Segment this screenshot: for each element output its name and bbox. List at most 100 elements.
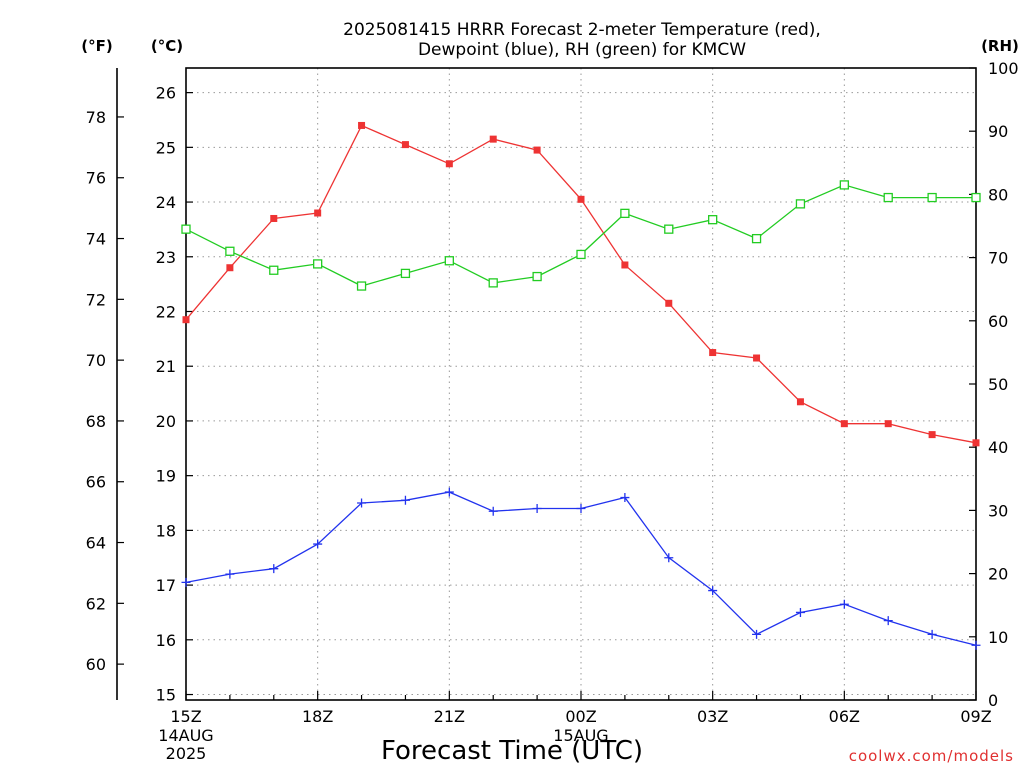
rh-point — [708, 215, 718, 225]
temperature-point — [928, 431, 936, 439]
rh-point — [664, 224, 674, 234]
dewpoint-point — [444, 487, 454, 497]
celsius-tick-label: 17 — [156, 576, 176, 595]
temperature-point — [270, 214, 278, 222]
temperature-point — [577, 195, 585, 203]
temperature-point — [314, 209, 322, 217]
dewpoint-point — [795, 607, 805, 617]
dewpoint-point — [488, 506, 498, 516]
fahrenheit-tick-label: 78 — [86, 108, 106, 127]
x-tick-label: 00Z — [565, 707, 596, 726]
temperature-point — [533, 146, 541, 154]
rh-point — [576, 249, 586, 260]
rh-unit-label: (RH) — [981, 37, 1019, 55]
fahrenheit-tick-label: 76 — [86, 169, 106, 188]
fahrenheit-tick-label: 74 — [86, 230, 106, 249]
celsius-tick-label: 22 — [156, 302, 176, 321]
dewpoint-point — [532, 503, 542, 513]
fahrenheit-tick-label: 64 — [86, 534, 106, 553]
celsius-tick-label: 16 — [156, 631, 176, 650]
dewpoint-point — [839, 599, 849, 609]
dewpoint-point — [225, 569, 235, 579]
credit-text: coolwx.com/models — [849, 747, 1014, 765]
temperature-point — [972, 439, 980, 447]
x-tick-label: 09Z — [960, 707, 991, 726]
rh-tick-label: 60 — [988, 312, 1008, 331]
rh-point — [839, 180, 849, 190]
rh-point — [927, 192, 937, 203]
rh-point — [225, 246, 235, 256]
dewpoint-point — [269, 564, 279, 574]
temperature-point — [840, 420, 848, 428]
rh-tick-label: 100 — [988, 59, 1019, 78]
rh-tick-label: 0 — [988, 691, 998, 710]
x-axis-label: Forecast Time (UTC) — [381, 736, 643, 766]
rh-point — [269, 265, 279, 275]
fahrenheit-tick-label: 72 — [86, 290, 106, 309]
celsius-tick-label: 15 — [156, 686, 176, 705]
celsius-tick-label: 26 — [156, 84, 176, 103]
temperature-point — [753, 354, 761, 362]
axes: 15 16 17 18 19 20 21 22 23 24 25 26 60 62 64 66 68 70 72 74… — [86, 59, 1019, 710]
dewpoint-point — [664, 553, 674, 563]
temperature-point — [796, 398, 804, 406]
x-tick-label: 15Z — [170, 707, 201, 726]
temperature-point — [709, 349, 717, 357]
rh-point — [620, 208, 630, 219]
x-tick-label: 03Z — [697, 707, 728, 726]
chart-title-line2: Dewpoint (blue), RH (green) for KMCW — [418, 40, 746, 60]
x-tick-date-label: 2025 — [166, 744, 207, 763]
rh-tick-label: 70 — [988, 249, 1008, 268]
fahrenheit-unit-label: (°F) — [81, 37, 112, 55]
temperature-point — [358, 121, 366, 129]
celsius-tick-label: 19 — [156, 467, 176, 486]
celsius-unit-label: (°C) — [151, 37, 183, 55]
celsius-tick-label: 21 — [156, 357, 176, 376]
dewpoint-point — [576, 503, 586, 513]
dewpoint-point — [313, 539, 323, 549]
rh-point — [883, 192, 893, 203]
fahrenheit-tick-label: 66 — [86, 473, 106, 492]
temperature-point — [884, 420, 892, 428]
rh-point — [532, 271, 542, 282]
data-series — [181, 121, 981, 650]
fahrenheit-tick-label: 70 — [86, 351, 106, 370]
rh-tick-label: 40 — [988, 438, 1008, 457]
rh-point — [751, 233, 762, 244]
dewpoint-point — [971, 640, 981, 650]
celsius-tick-label: 20 — [156, 412, 176, 431]
rh-tick-label: 50 — [988, 375, 1008, 394]
dewpoint-point — [620, 493, 630, 503]
temperature-point — [182, 316, 190, 324]
celsius-tick-label: 24 — [156, 193, 176, 212]
temperature-point — [665, 299, 673, 307]
temperature-point — [489, 135, 497, 143]
x-tick-label: 06Z — [829, 707, 860, 726]
dewpoint-point — [752, 629, 762, 639]
celsius-tick-label: 23 — [156, 248, 176, 267]
rh-point — [444, 256, 454, 266]
celsius-tick-label: 18 — [156, 521, 176, 540]
rh-tick-label: 30 — [988, 501, 1008, 520]
dewpoint-point — [181, 577, 191, 587]
rh-point — [400, 268, 411, 279]
fahrenheit-tick-label: 62 — [86, 594, 106, 613]
rh-point — [795, 199, 806, 209]
rh-tick-label: 20 — [988, 565, 1008, 584]
rh-point — [356, 281, 367, 291]
x-tick-date-label: 14AUG — [158, 726, 213, 745]
temperature-point — [445, 160, 453, 168]
rh-point — [313, 259, 323, 269]
fahrenheit-tick-label: 68 — [86, 412, 106, 431]
rh-tick-label: 90 — [988, 122, 1008, 141]
rh-tick-label: 80 — [988, 185, 1008, 204]
rh-point — [971, 192, 981, 203]
x-tick-date-label: 15AUG — [553, 726, 608, 745]
temperature-point — [401, 141, 409, 149]
chart-title-line1: 2025081415 HRRR Forecast 2-meter Tempera… — [343, 20, 821, 40]
temperature-point — [621, 261, 629, 269]
dewpoint-point — [708, 586, 718, 596]
fahrenheit-tick-label: 60 — [86, 655, 106, 674]
